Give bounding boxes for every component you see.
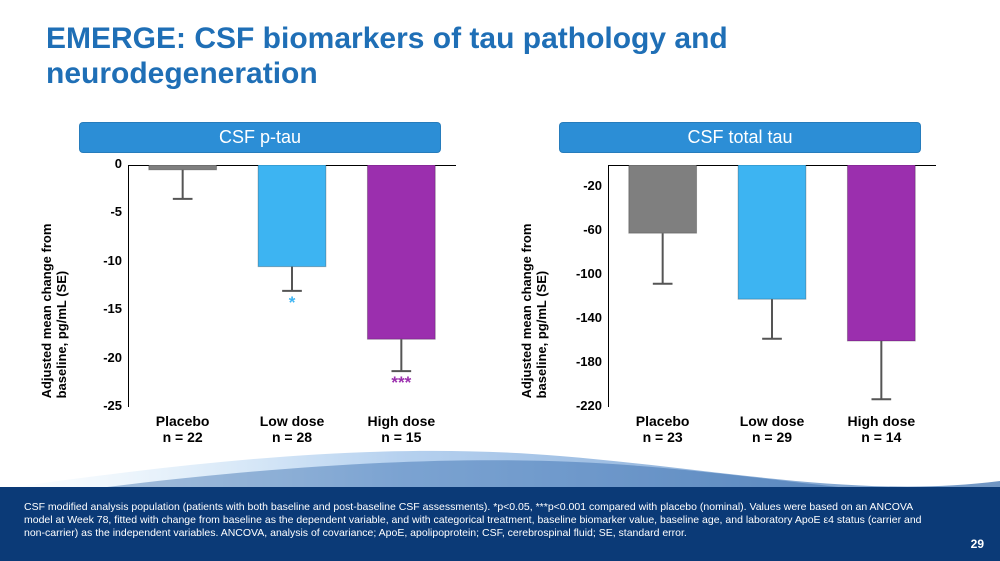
chart-0-bar-0	[149, 165, 217, 170]
slide: EMERGE: CSF biomarkers of tau pathology …	[0, 0, 1000, 561]
chart-1-y-label: Adjusted mean change frombaseline, pg/mL…	[519, 224, 549, 399]
chart-0-sig-2: ***	[371, 373, 431, 393]
chart-1-ytick: -220	[562, 398, 602, 413]
chart-1: CSF total tau Adjusted mean change fromb…	[530, 122, 950, 482]
footer-text: CSF modified analysis population (patien…	[24, 501, 940, 540]
chart-1-banner: CSF total tau	[559, 122, 920, 153]
chart-0-banner: CSF p-tau	[79, 122, 440, 153]
chart-0: CSF p-tau Adjusted mean change frombasel…	[50, 122, 470, 482]
chart-0-svg	[128, 165, 456, 407]
chart-0-ytick: -25	[82, 398, 122, 413]
chart-1-ytick: -60	[562, 222, 602, 237]
chart-0-ytick: -5	[82, 204, 122, 219]
chart-1-xlabel-1: Low dosen = 29	[727, 413, 817, 445]
chart-1-svg	[608, 165, 936, 407]
chart-1-ytick: -180	[562, 354, 602, 369]
chart-0-plot	[128, 165, 456, 407]
chart-0-ytick: -15	[82, 301, 122, 316]
chart-0-y-label: Adjusted mean change frombaseline, pg/mL…	[39, 224, 69, 399]
chart-0-ytick: -20	[82, 350, 122, 365]
chart-0-bar-2	[367, 165, 435, 339]
chart-0-bar-1	[258, 165, 326, 267]
chart-1-plot	[608, 165, 936, 407]
chart-0-xlabel-0: Placebon = 22	[138, 413, 228, 445]
chart-0-xlabel-2: High dosen = 15	[356, 413, 446, 445]
chart-1-bar-0	[629, 165, 697, 233]
chart-1-bar-1	[738, 165, 806, 299]
charts-row: CSF p-tau Adjusted mean change frombasel…	[50, 122, 950, 482]
chart-1-xlabel-2: High dosen = 14	[836, 413, 926, 445]
chart-1-bar-2	[847, 165, 915, 341]
chart-0-area: Adjusted mean change frombaseline, pg/mL…	[50, 161, 470, 461]
chart-1-area: Adjusted mean change frombaseline, pg/mL…	[530, 161, 950, 461]
chart-1-xlabel-0: Placebon = 23	[618, 413, 708, 445]
slide-title: EMERGE: CSF biomarkers of tau pathology …	[46, 22, 926, 91]
chart-0-xlabel-1: Low dosen = 28	[247, 413, 337, 445]
chart-0-ytick: -10	[82, 253, 122, 268]
chart-1-ytick: -20	[562, 178, 602, 193]
chart-1-ytick: -140	[562, 310, 602, 325]
chart-0-sig-1: *	[262, 293, 322, 313]
chart-0-ytick: 0	[82, 156, 122, 171]
chart-1-ytick: -100	[562, 266, 602, 281]
footer: CSF modified analysis population (patien…	[0, 487, 1000, 561]
page-number: 29	[971, 537, 984, 551]
